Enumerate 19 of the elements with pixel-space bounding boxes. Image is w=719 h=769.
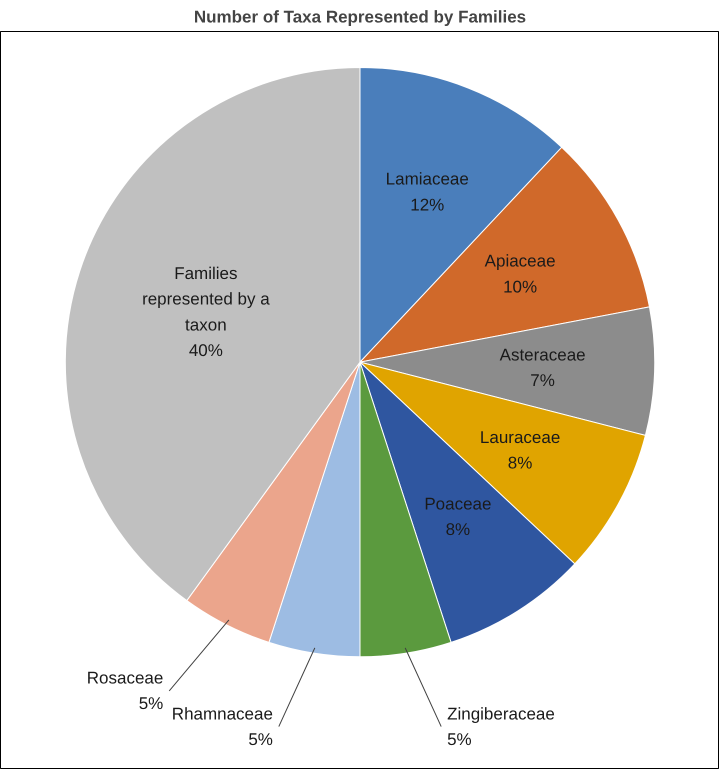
data-label: 10% bbox=[503, 277, 538, 296]
chart-title: Number of Taxa Represented by Families bbox=[194, 8, 526, 26]
slice-label: Families represented by a taxon bbox=[142, 264, 270, 334]
slice-label: Rosaceae bbox=[86, 668, 164, 688]
data-label: 5% bbox=[248, 730, 273, 749]
data-label: 5% bbox=[447, 730, 472, 749]
data-label: 40% bbox=[188, 340, 223, 360]
slice-label: Lamiaceae bbox=[386, 170, 469, 189]
data-label: 7% bbox=[530, 371, 555, 390]
slice-label: Asteraceae bbox=[500, 346, 586, 365]
data-label: 12% bbox=[410, 195, 444, 214]
slice-label: Poaceae bbox=[424, 494, 492, 514]
slice-label: Apiaceae bbox=[484, 252, 556, 271]
slice-label: Lauraceae bbox=[480, 428, 560, 447]
data-label: 8% bbox=[446, 520, 470, 539]
data-label: 5% bbox=[138, 694, 164, 714]
slice-label: Zingiberaceae bbox=[447, 704, 555, 724]
data-label: 8% bbox=[508, 454, 532, 473]
slice-label: Rhamnaceae bbox=[172, 704, 273, 724]
